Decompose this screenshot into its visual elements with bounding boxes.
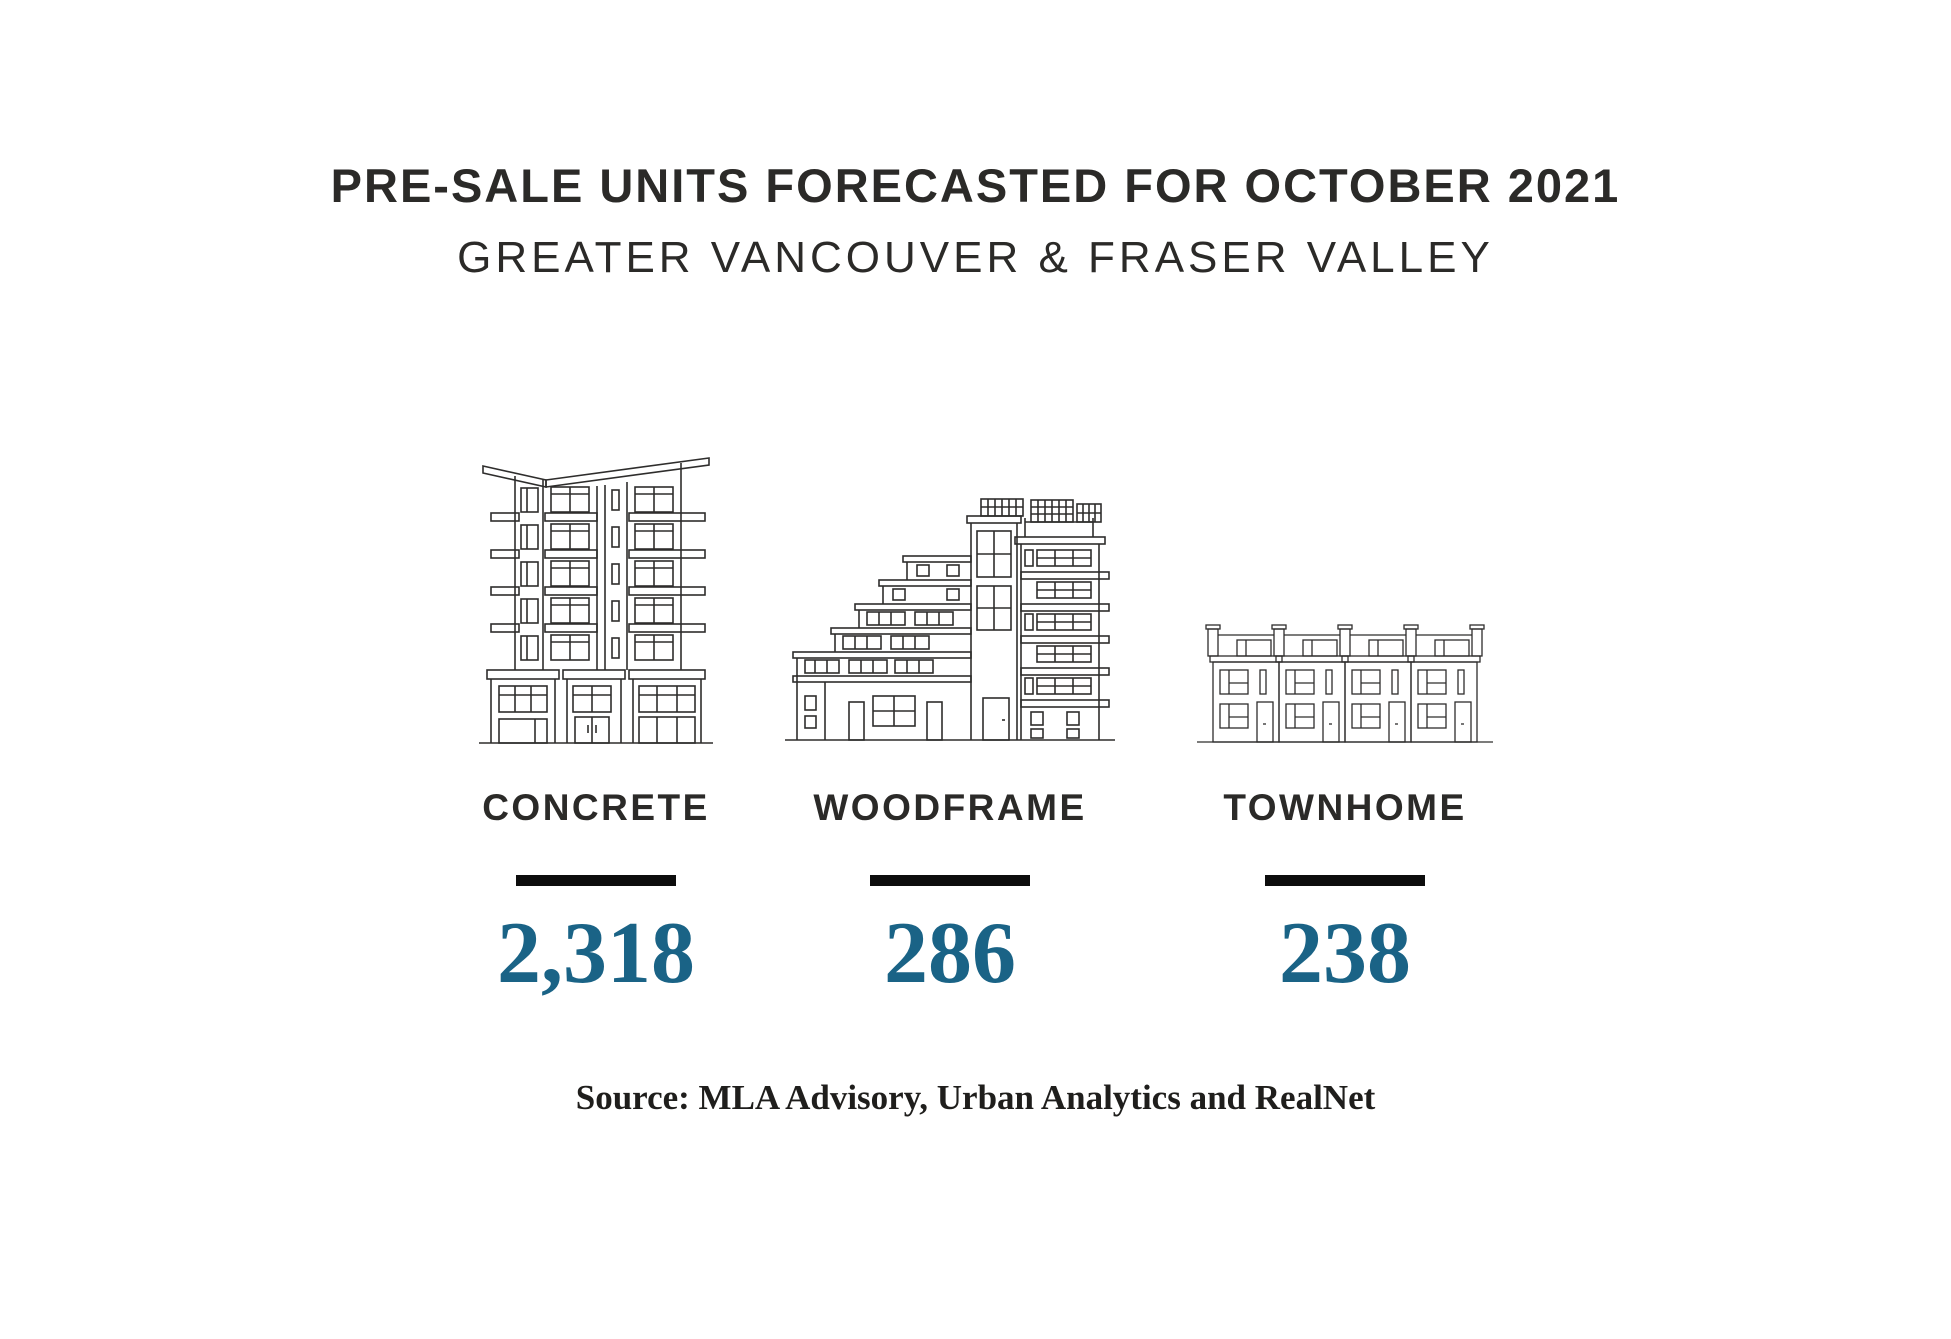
category-column-woodframe: WOODFRAME 286 (766, 430, 1134, 998)
value-concrete: 2,318 (497, 904, 695, 1002)
category-label-townhome: TOWNHOME (1223, 787, 1467, 828)
page-title: PRE-SALE UNITS FORECASTED FOR OCTOBER 20… (330, 159, 1621, 212)
woodframe-building-icon (785, 498, 1115, 741)
concrete-building-icon (479, 457, 713, 744)
value-woodframe: 286 (884, 904, 1016, 1002)
category-label-concrete: CONCRETE (482, 787, 710, 828)
header: PRE-SALE UNITS FORECASTED FOR OCTOBER 20… (0, 158, 1951, 283)
category-column-townhome: TOWNHOME 238 (1158, 430, 1532, 998)
townhome-illustration-container (1158, 430, 1532, 746)
concrete-illustration-container (416, 430, 776, 746)
woodframe-illustration-container (766, 430, 1134, 746)
category-label-woodframe: WOODFRAME (813, 787, 1087, 828)
page-subtitle: GREATER VANCOUVER & FRASER VALLEY (457, 233, 1494, 282)
category-column-concrete: CONCRETE 2,318 (416, 430, 776, 998)
townhome-row-icon (1197, 624, 1493, 743)
value-townhome: 238 (1279, 904, 1411, 1002)
divider-bar (516, 874, 676, 886)
source-line: Source: MLA Advisory, Urban Analytics an… (575, 1078, 1376, 1117)
divider-bar (870, 874, 1030, 886)
divider-bar (1265, 874, 1425, 886)
